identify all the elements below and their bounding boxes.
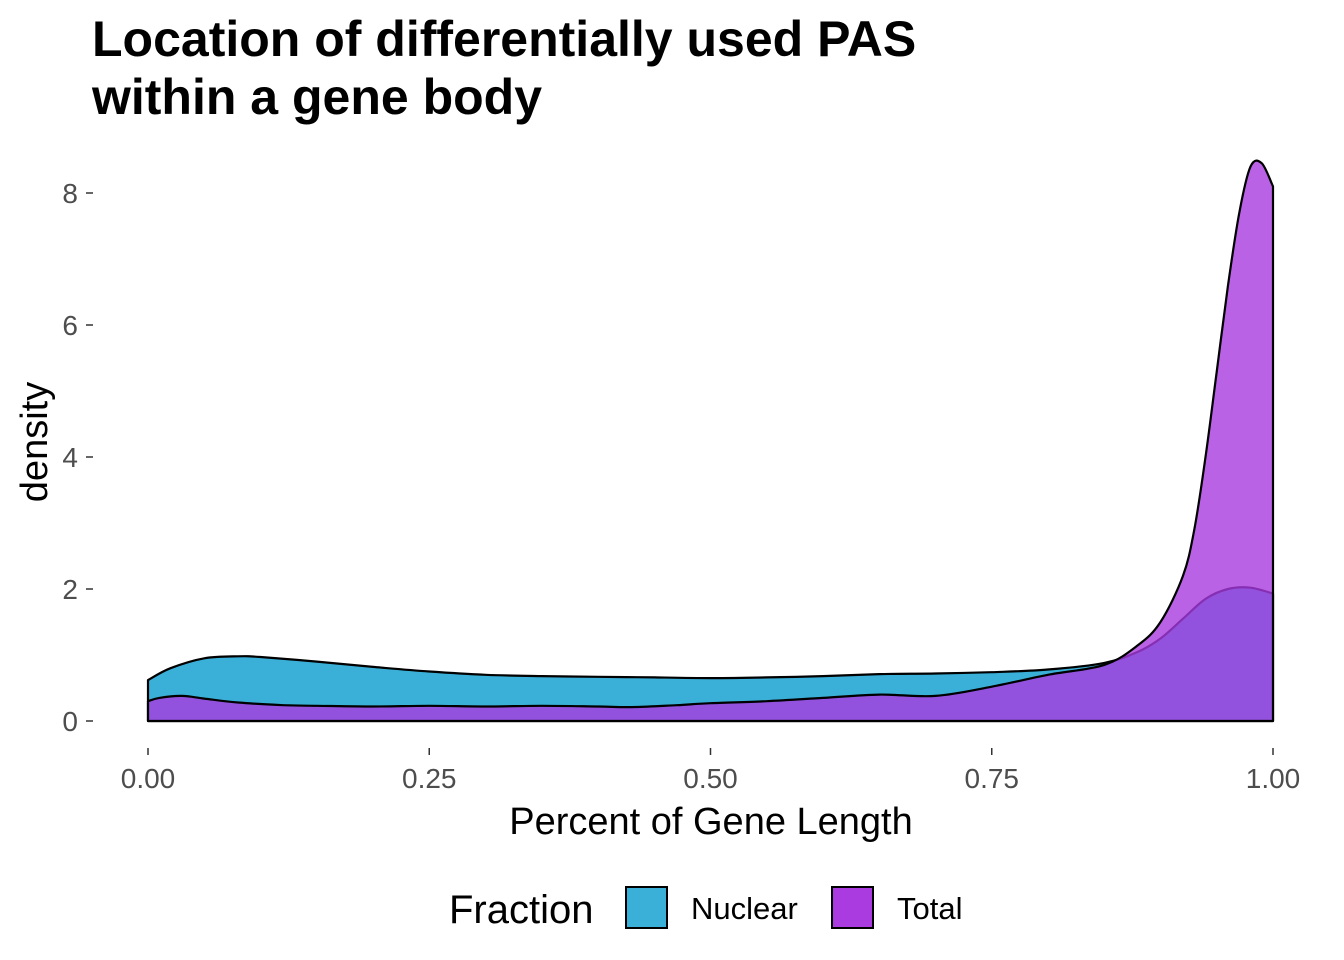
legend-title: Fraction (449, 888, 594, 932)
y-tick-label: 8 (62, 178, 78, 209)
density-areas (146, 159, 1275, 723)
legend-key-total (831, 886, 874, 929)
chart-title-line-2: within a gene body (92, 69, 543, 125)
chart-title-line-1: Location of differentially used PAS (92, 11, 917, 67)
x-tick-label: 0.25 (402, 763, 457, 794)
y-axis-title: density (14, 382, 56, 502)
y-tick-label: 6 (62, 310, 78, 341)
y-tick-label: 4 (62, 442, 78, 473)
x-tick-label: 0.75 (965, 763, 1020, 794)
x-tick-label: 0.00 (121, 763, 176, 794)
density-area-total (146, 159, 1275, 723)
legend-label-total: Total (897, 891, 962, 926)
y-axis: 0 2 4 6 8 (62, 178, 93, 737)
x-tick-label: 0.50 (683, 763, 738, 794)
legend-key-nuclear (625, 886, 668, 929)
legend-label-nuclear: Nuclear (691, 891, 798, 926)
legend: Fraction Nuclear Total (449, 886, 962, 932)
y-tick-label: 2 (62, 574, 78, 605)
x-tick-label: 1.00 (1246, 763, 1301, 794)
x-axis: 0.00 0.25 0.50 0.75 1.00 (121, 748, 1301, 794)
y-tick-label: 0 (62, 706, 78, 737)
x-axis-title: Percent of Gene Length (509, 801, 913, 843)
chart-title: Location of differentially used PAS with… (92, 10, 1292, 126)
